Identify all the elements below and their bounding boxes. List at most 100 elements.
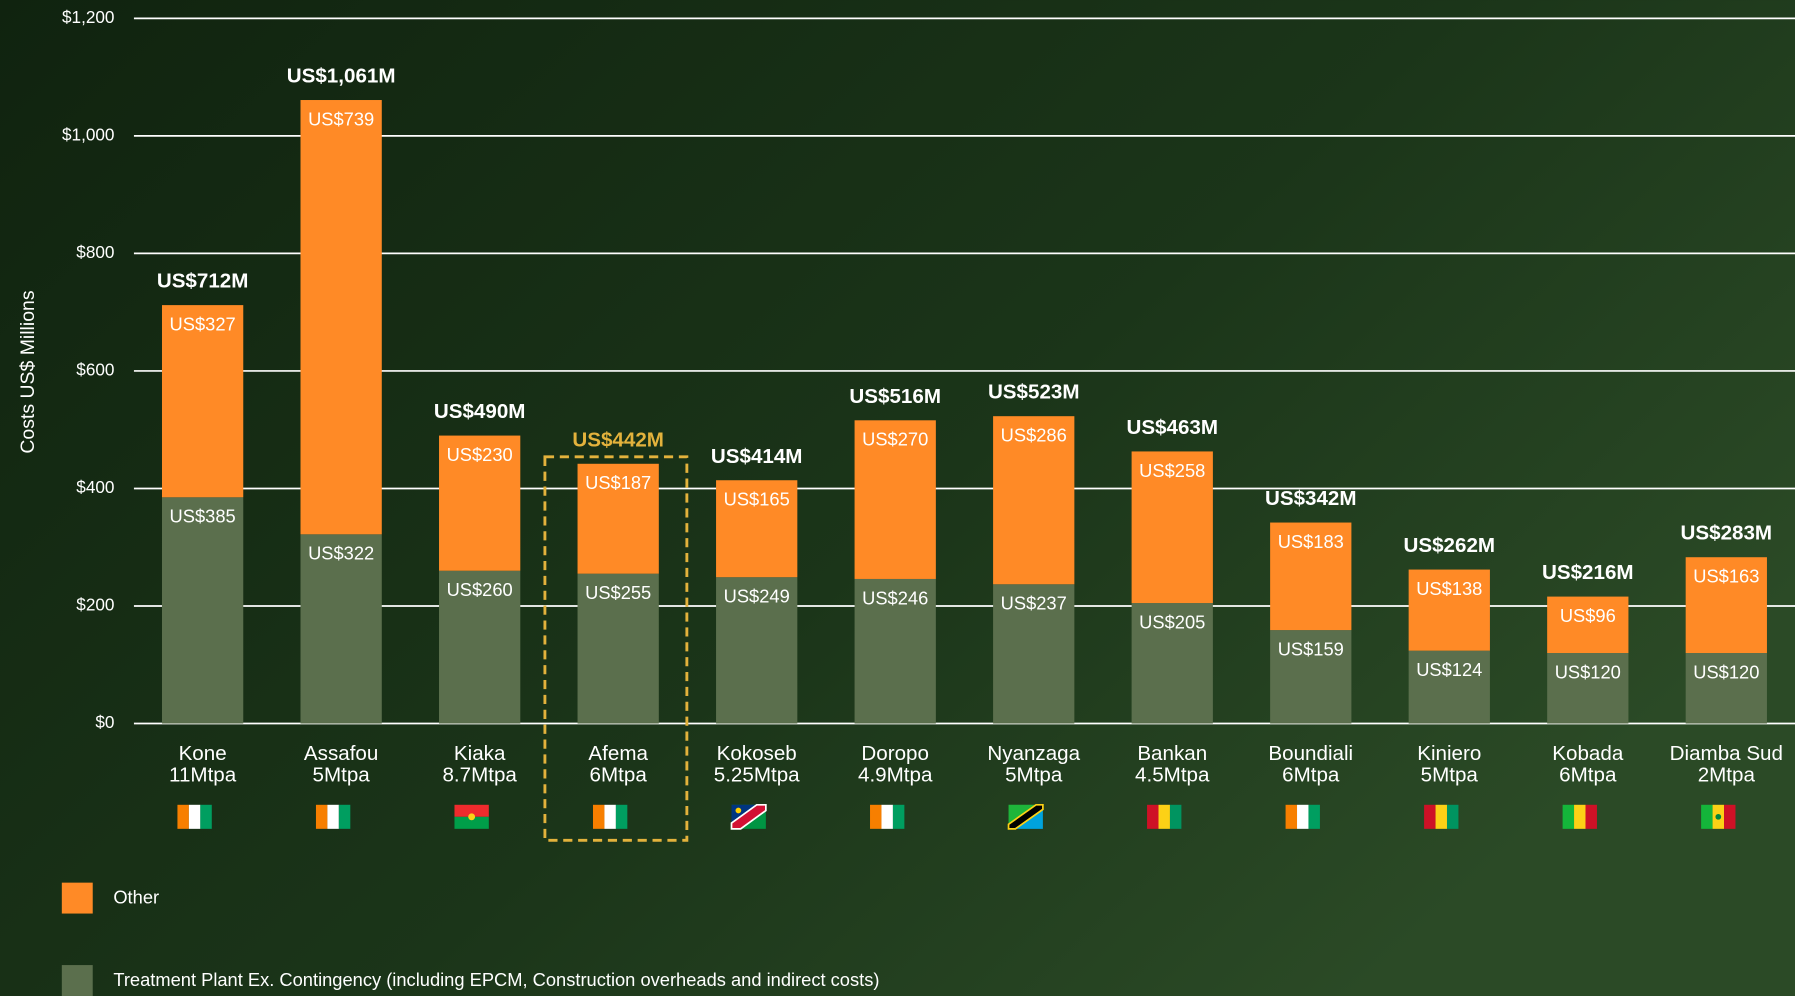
flag — [1308, 804, 1320, 829]
x-tick-label: 5Mtpa — [1421, 764, 1479, 787]
y-tick-label: $800 — [76, 242, 114, 262]
x-tick-label: 5.25Mtpa — [714, 764, 800, 787]
flag — [1446, 804, 1459, 829]
x-tick-label: Assafou — [304, 742, 378, 765]
flag — [1285, 804, 1298, 829]
bar-segment — [1408, 569, 1490, 651]
flag — [468, 813, 476, 821]
flag — [454, 816, 489, 829]
flag — [338, 804, 351, 829]
legend-label: Other — [113, 887, 159, 908]
segment-label: US$260 — [447, 579, 513, 600]
segment-label: US$270 — [862, 429, 928, 450]
segment-label: US$258 — [1139, 460, 1205, 481]
total-label: US$523M — [988, 381, 1080, 404]
x-tick-label: 8.7Mtpa — [442, 764, 517, 787]
bar-segment — [1547, 653, 1629, 724]
segment-label: US$230 — [447, 444, 513, 465]
x-tick-label: 5Mtpa — [313, 764, 371, 787]
segment-label: US$138 — [1416, 578, 1482, 599]
bar-segment — [1685, 557, 1767, 654]
bar-segment — [300, 534, 382, 724]
bar-segment — [1131, 603, 1213, 724]
x-tick-label: Bankan — [1137, 742, 1207, 765]
flag — [1007, 803, 1044, 830]
total-label: US$463M — [1126, 416, 1218, 439]
total-label: US$216M — [1542, 561, 1634, 584]
x-tick-label: 4.5Mtpa — [1135, 764, 1210, 787]
bar-segment — [1408, 650, 1490, 724]
bar-segment — [993, 416, 1075, 585]
flag — [592, 804, 605, 829]
y-tick-label: $600 — [76, 359, 114, 379]
total-label: US$712M — [157, 270, 249, 293]
legend-label: Treatment Plant Ex. Contingency (includi… — [113, 969, 879, 990]
segment-label: US$165 — [724, 489, 790, 510]
segment-label: US$124 — [1416, 659, 1482, 680]
flag — [870, 804, 882, 829]
x-tick-label: Afema — [588, 742, 648, 765]
segment-label: US$385 — [170, 506, 236, 527]
segment-label: US$120 — [1555, 661, 1621, 682]
flag — [1297, 804, 1309, 829]
bar-segment — [716, 577, 798, 724]
flag — [454, 804, 489, 817]
total-label: US$490M — [434, 400, 526, 423]
y-tick-label: $0 — [95, 712, 114, 732]
bar-segment — [439, 435, 521, 571]
flag — [1424, 804, 1436, 829]
bar-segment — [577, 573, 659, 724]
flag — [1724, 804, 1736, 829]
x-tick-label: 4.9Mtpa — [858, 764, 933, 787]
total-label: US$442M — [572, 428, 664, 451]
flag — [730, 803, 767, 830]
flag — [615, 804, 628, 829]
segment-label: US$237 — [1001, 593, 1067, 614]
x-tick-label: Nyanzaga — [987, 742, 1080, 765]
segment-label: US$205 — [1139, 612, 1205, 633]
flag — [188, 804, 201, 829]
x-tick-label: 11Mtpa — [169, 764, 237, 787]
x-tick-label: Kone — [179, 742, 227, 765]
flag — [735, 807, 742, 814]
x-tick-label: Kiaka — [454, 742, 506, 765]
total-label: US$1,061M — [287, 65, 396, 88]
flag — [1585, 804, 1597, 829]
x-tick-label: 6Mtpa — [1282, 764, 1340, 787]
flag — [1147, 804, 1159, 829]
bar-segment — [300, 100, 382, 535]
segment-label: US$246 — [862, 587, 928, 608]
bar-segment — [1547, 596, 1629, 654]
x-tick-label: 6Mtpa — [1559, 764, 1617, 787]
flag — [1158, 804, 1170, 829]
x-tick-label: Boundiali — [1268, 742, 1353, 765]
flag — [327, 804, 339, 829]
bar-segment — [854, 420, 936, 579]
segment-label: US$159 — [1278, 639, 1344, 660]
flag — [315, 804, 328, 829]
bar-segment — [716, 480, 798, 578]
x-tick-label: 6Mtpa — [590, 764, 648, 787]
flag — [1574, 804, 1586, 829]
segment-label: US$183 — [1278, 531, 1344, 552]
bar-segment — [1270, 522, 1352, 631]
y-tick-label: $1,000 — [62, 124, 114, 144]
flag — [892, 804, 905, 829]
segment-label: US$187 — [585, 472, 651, 493]
segment-label: US$249 — [724, 586, 790, 607]
total-label: US$283M — [1681, 522, 1773, 545]
flag — [200, 804, 212, 829]
flag — [177, 804, 189, 829]
total-label: US$342M — [1265, 487, 1357, 510]
bar-segment — [439, 570, 521, 724]
flag — [881, 804, 893, 829]
y-tick-label: $1,200 — [62, 7, 114, 27]
y-tick-label: $400 — [76, 477, 114, 497]
x-tick-label: 2Mtpa — [1698, 764, 1756, 787]
segment-label: US$739 — [308, 108, 374, 129]
segment-label: US$322 — [308, 543, 374, 564]
flag — [1562, 804, 1575, 829]
bar-segment — [161, 305, 244, 498]
bar-segment — [577, 463, 659, 574]
